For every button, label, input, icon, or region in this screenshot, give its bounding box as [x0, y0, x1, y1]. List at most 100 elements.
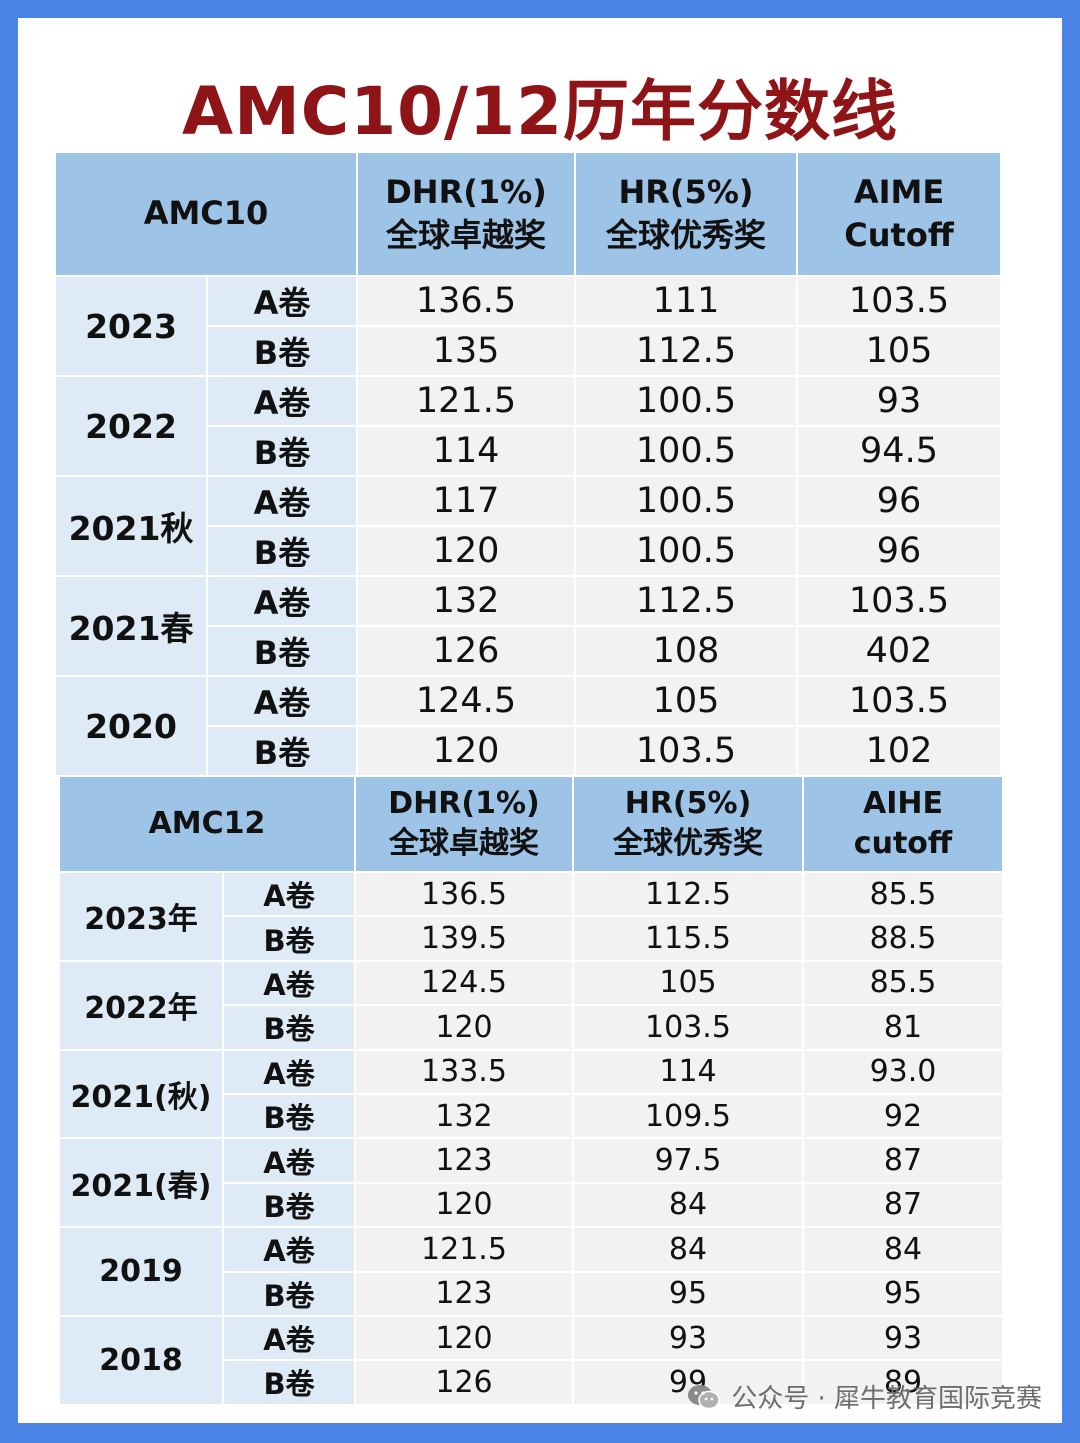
column-header: DHR(1%) 全球卓越奖 — [354, 775, 574, 873]
dhr-cell: 132 — [356, 575, 576, 627]
hr-cell: 99 — [572, 1359, 804, 1406]
table-row: B卷 126 99 89 — [59, 1359, 1004, 1406]
aime-cell: 87 — [802, 1137, 1004, 1184]
amc12-body: AMC12 DHR(1%) 全球卓越奖 HR(5%) 全球优秀奖 AIHE cutoff 20… — [58, 775, 1004, 1406]
table-row: B卷 114 100.5 94.5 — [55, 425, 1002, 477]
table-row: 2018 A卷 120 93 93 — [58, 1314, 1004, 1406]
aime-cell: 105 — [796, 325, 1002, 377]
table-row: B卷 120 103.5 102 — [55, 725, 1002, 777]
table-row: B卷 123 95 95 — [59, 1270, 1004, 1317]
table-row: B卷 120 100.5 96 — [55, 525, 1002, 577]
year-cell: 2020 — [54, 675, 208, 777]
paper-cell: B卷 — [222, 1270, 356, 1317]
page-title: AMC10/12历年分数线 — [182, 73, 898, 150]
dhr-cell: 135 — [356, 325, 576, 377]
dhr-cell: 120 — [354, 1314, 574, 1362]
hr-cell: 103.5 — [574, 725, 798, 777]
column-header: HR(5%) 全球优秀奖 — [572, 775, 804, 873]
table-row: B卷 120 103.5 81 — [59, 1004, 1004, 1051]
table-row: 2022 A卷 121.5 100.5 93 — [54, 375, 1002, 477]
paper-cell: B卷 — [206, 425, 358, 477]
dhr-cell: 123 — [354, 1137, 574, 1184]
dhr-cell: 132 — [354, 1092, 574, 1140]
table-name-header: AMC12 — [58, 775, 356, 873]
aime-cell: 103.5 — [796, 275, 1002, 327]
paper-cell: A卷 — [222, 1314, 356, 1362]
paper-cell: B卷 — [206, 725, 358, 777]
paper-cell: B卷 — [206, 525, 358, 577]
aime-cell: 93 — [796, 375, 1002, 427]
paper-cell: B卷 — [222, 1004, 356, 1051]
hr-cell: 114 — [572, 1048, 804, 1095]
paper-cell: A卷 — [222, 1048, 356, 1095]
hr-cell: 100.5 — [574, 425, 798, 477]
header-line: HR(5%) — [624, 785, 752, 821]
aime-cell: 88.5 — [802, 915, 1004, 962]
dhr-cell: 124.5 — [356, 675, 576, 727]
table-row: 2019 A卷 121.5 84 84 — [58, 1226, 1004, 1317]
paper-cell: A卷 — [222, 1137, 356, 1184]
header-line: AMC12 — [148, 805, 266, 841]
header-line: AIHE — [863, 785, 943, 821]
header-row: AMC10 DHR(1%) 全球卓越奖 HR(5%) 全球优秀奖 AIME Cutoff — [54, 151, 1002, 277]
aime-cell: 93 — [802, 1314, 1004, 1362]
hr-cell: 100.5 — [574, 525, 798, 577]
year-cell: 2019 — [58, 1226, 224, 1317]
hr-cell: 97.5 — [572, 1137, 804, 1184]
hr-cell: 112.5 — [574, 325, 798, 377]
column-header: AIME Cutoff — [796, 151, 1002, 277]
wechat-icon — [688, 1384, 720, 1409]
header-line: 全球卓越奖 — [385, 216, 546, 254]
aime-cell: 93.0 — [802, 1048, 1004, 1095]
year-cell: 2023 — [54, 275, 208, 377]
dhr-cell: 120 — [356, 525, 576, 577]
hr-cell: 84 — [572, 1181, 804, 1229]
aime-cell: 402 — [796, 625, 1002, 677]
hr-cell: 100.5 — [574, 375, 798, 427]
header-line: HR(5%) — [618, 172, 754, 211]
paper-cell: B卷 — [222, 915, 356, 962]
dhr-cell: 123 — [354, 1270, 574, 1317]
hr-cell: 108 — [574, 625, 798, 677]
aime-cell: 103.5 — [796, 675, 1002, 727]
dhr-cell: 126 — [356, 625, 576, 677]
hr-cell: 103.5 — [572, 1004, 804, 1051]
year-cell: 2021春 — [54, 575, 208, 677]
paper-cell: B卷 — [222, 1181, 356, 1229]
dhr-cell: 114 — [356, 425, 576, 477]
header-line: AIME — [853, 172, 945, 211]
aime-cell: 102 — [796, 725, 1002, 777]
aime-cell: 84 — [802, 1226, 1004, 1273]
year-cell: 2022 — [54, 375, 208, 477]
table-row: 2021(秋) A卷 133.5 114 93.0 — [58, 1048, 1004, 1140]
paper-cell: A卷 — [206, 575, 358, 627]
aime-cell: 94.5 — [796, 425, 1002, 477]
hr-cell: 109.5 — [572, 1092, 804, 1140]
hr-cell: 100.5 — [574, 475, 798, 527]
header-line: 全球卓越奖 — [389, 826, 539, 861]
aime-cell: 96 — [796, 525, 1002, 577]
header-line: AMC10 — [143, 194, 269, 233]
dhr-cell: 136.5 — [354, 870, 574, 918]
dhr-cell: 139.5 — [354, 915, 574, 962]
aime-cell: 103.5 — [796, 575, 1002, 627]
dhr-cell: 117 — [356, 475, 576, 527]
year-cell: 2022年 — [58, 959, 224, 1051]
year-cell: 2023年 — [58, 871, 224, 962]
column-header: DHR(1%) 全球卓越奖 — [356, 151, 576, 277]
header-row: AMC12 DHR(1%) 全球卓越奖 HR(5%) 全球优秀奖 AIHE cutoff — [58, 775, 1004, 873]
paper-cell: A卷 — [206, 475, 358, 527]
paper-cell: A卷 — [222, 1226, 356, 1273]
watermark: 公众号 · 犀牛教育国际竞赛 — [687, 1378, 1042, 1415]
aime-cell: 81 — [802, 1004, 1004, 1051]
paper-cell: A卷 — [206, 675, 358, 727]
paper-cell: B卷 — [206, 325, 358, 377]
table-row: B卷 135 112.5 105 — [55, 325, 1002, 377]
header-line: DHR(1%) — [385, 172, 547, 211]
table-row: 2023 A卷 136.5 111 103.5 — [54, 275, 1002, 377]
dhr-cell: 120 — [354, 1004, 574, 1051]
year-cell: 2018 — [58, 1314, 224, 1406]
dhr-cell: 121.5 — [354, 1226, 574, 1273]
aime-cell: 92 — [802, 1092, 1004, 1140]
aime-cell: 95 — [802, 1270, 1004, 1317]
